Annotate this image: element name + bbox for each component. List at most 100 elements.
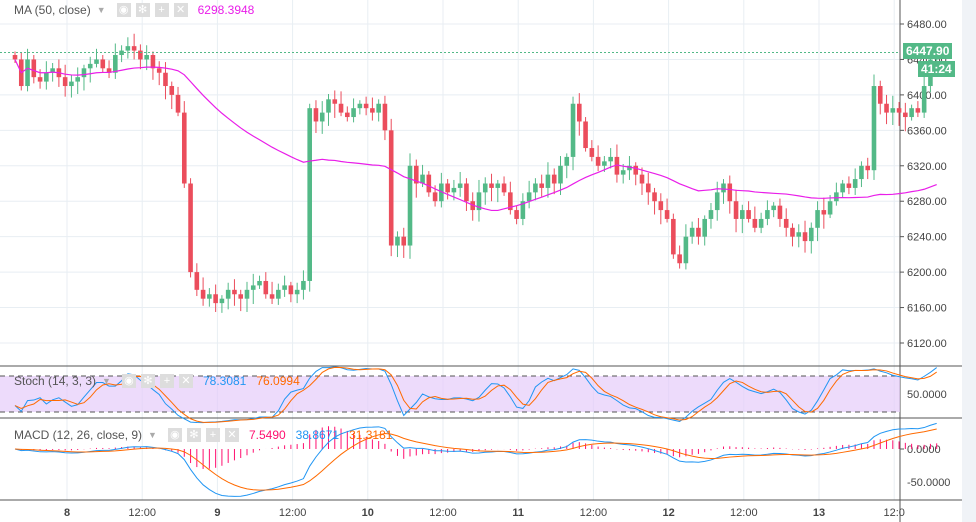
candle-down: [100, 59, 106, 69]
candle-down: [288, 285, 294, 295]
close-icon[interactable]: ✕: [178, 374, 193, 388]
candle-up: [407, 165, 413, 246]
stoch-legend[interactable]: Stoch (14, 3, 3) ▼ ◉ ✻ + ✕ 78.3081 76.0994: [14, 374, 300, 388]
candle-up: [69, 81, 74, 87]
candle-down: [777, 205, 783, 219]
eye-icon[interactable]: ◉: [116, 3, 131, 17]
candle-up: [420, 174, 425, 184]
candle-up: [852, 179, 858, 188]
candle-up: [765, 210, 770, 219]
candle-down: [508, 192, 513, 211]
candle-up: [526, 192, 532, 202]
candle-down: [790, 227, 795, 237]
time-axis-label: 12: [662, 507, 674, 519]
ma-legend[interactable]: MA (50, close) ▼ ◉ ✻ + ✕ 6298.3948: [14, 3, 254, 17]
candle-down: [658, 201, 664, 211]
price-axis-label: 6480.00: [907, 19, 947, 31]
price-axis-label: 6360.00: [907, 125, 947, 137]
candle-up: [909, 108, 914, 118]
gear-icon[interactable]: ✻: [186, 428, 201, 442]
close-icon[interactable]: ✕: [173, 3, 188, 17]
candle-down: [345, 112, 350, 118]
candle-up: [808, 227, 814, 242]
candle-down: [652, 192, 657, 202]
chevron-down-icon[interactable]: ▼: [96, 5, 106, 15]
candle-up: [326, 99, 331, 113]
plus-icon[interactable]: +: [154, 3, 169, 17]
candle-up: [921, 86, 927, 113]
candle-down: [802, 232, 808, 242]
candle-up: [294, 289, 300, 295]
candle-up: [125, 46, 131, 51]
candle-up: [689, 227, 695, 237]
candle-down: [313, 108, 319, 122]
chevron-down-icon[interactable]: ▼: [102, 376, 111, 386]
stoch-d-value: 76.0994: [256, 374, 300, 388]
candle-down: [846, 183, 852, 188]
candle-down: [551, 174, 557, 184]
eye-icon[interactable]: ◉: [121, 374, 136, 388]
candle-up: [564, 156, 570, 166]
candle-up: [740, 210, 745, 219]
time-axis-label: 9: [214, 507, 220, 519]
candle-down: [332, 99, 338, 104]
candle-up: [25, 59, 30, 87]
candle-up: [608, 156, 613, 162]
time-axis-label: 12:00: [730, 507, 758, 519]
time-axis-label: 11: [512, 507, 524, 519]
candle-down: [426, 174, 432, 193]
price-axis-label: 6160.00: [907, 303, 947, 315]
plus-icon[interactable]: +: [159, 374, 174, 388]
candle-up: [144, 55, 149, 60]
candle-up: [620, 170, 626, 175]
candle-up: [495, 183, 501, 188]
candle-down: [263, 280, 269, 295]
close-icon[interactable]: ✕: [224, 428, 239, 442]
stoch-k-value: 78.3081: [202, 374, 247, 388]
right-scroll-strip[interactable]: [962, 0, 976, 522]
candle-up: [395, 236, 400, 246]
eye-icon[interactable]: ◉: [167, 428, 182, 442]
gear-icon[interactable]: ✻: [135, 3, 150, 17]
candle-down: [401, 236, 407, 246]
candle-down: [163, 72, 168, 87]
candle-down: [884, 103, 889, 113]
candle-up: [714, 192, 720, 211]
candle-up: [871, 86, 877, 171]
macd-signal-line: [14, 428, 937, 491]
candle-up: [357, 103, 363, 109]
gear-icon[interactable]: ✻: [140, 374, 155, 388]
candle-up: [44, 72, 49, 82]
candle-down: [489, 183, 494, 188]
candle-down: [589, 148, 595, 157]
candle-up: [225, 289, 231, 299]
candle-up: [282, 285, 287, 290]
candle-down: [413, 165, 419, 184]
candle-down: [821, 210, 827, 215]
countdown-tag: 41:24: [918, 61, 955, 77]
plus-icon[interactable]: +: [205, 428, 220, 442]
candle-down: [238, 294, 244, 299]
candle-up: [683, 236, 689, 264]
chevron-down-icon[interactable]: ▼: [148, 430, 157, 440]
macd-axis-label: -50.0000: [907, 477, 950, 489]
candle-up: [207, 294, 212, 299]
candle-down: [877, 86, 883, 104]
candle-up: [827, 201, 833, 215]
candle-down: [232, 289, 237, 295]
candle-up: [351, 108, 356, 118]
candle-up: [702, 218, 707, 237]
candle-down: [903, 112, 908, 118]
price-axis-label: 6240.00: [907, 232, 947, 244]
macd-hist-value: 7.5490: [248, 428, 286, 442]
macd-legend[interactable]: MACD (12, 26, close, 9) ▼ ◉ ✻ + ✕ 7.5490 38.…: [14, 428, 392, 442]
candle-up: [75, 77, 80, 82]
time-axis-label: 8: [64, 507, 70, 519]
candle-down: [12, 55, 18, 60]
time-axis-label: 12:00: [279, 507, 307, 519]
time-axis-label: 12:0: [883, 507, 904, 519]
candle-down: [106, 68, 112, 73]
candle-down: [727, 183, 733, 202]
candle-up: [451, 187, 457, 193]
